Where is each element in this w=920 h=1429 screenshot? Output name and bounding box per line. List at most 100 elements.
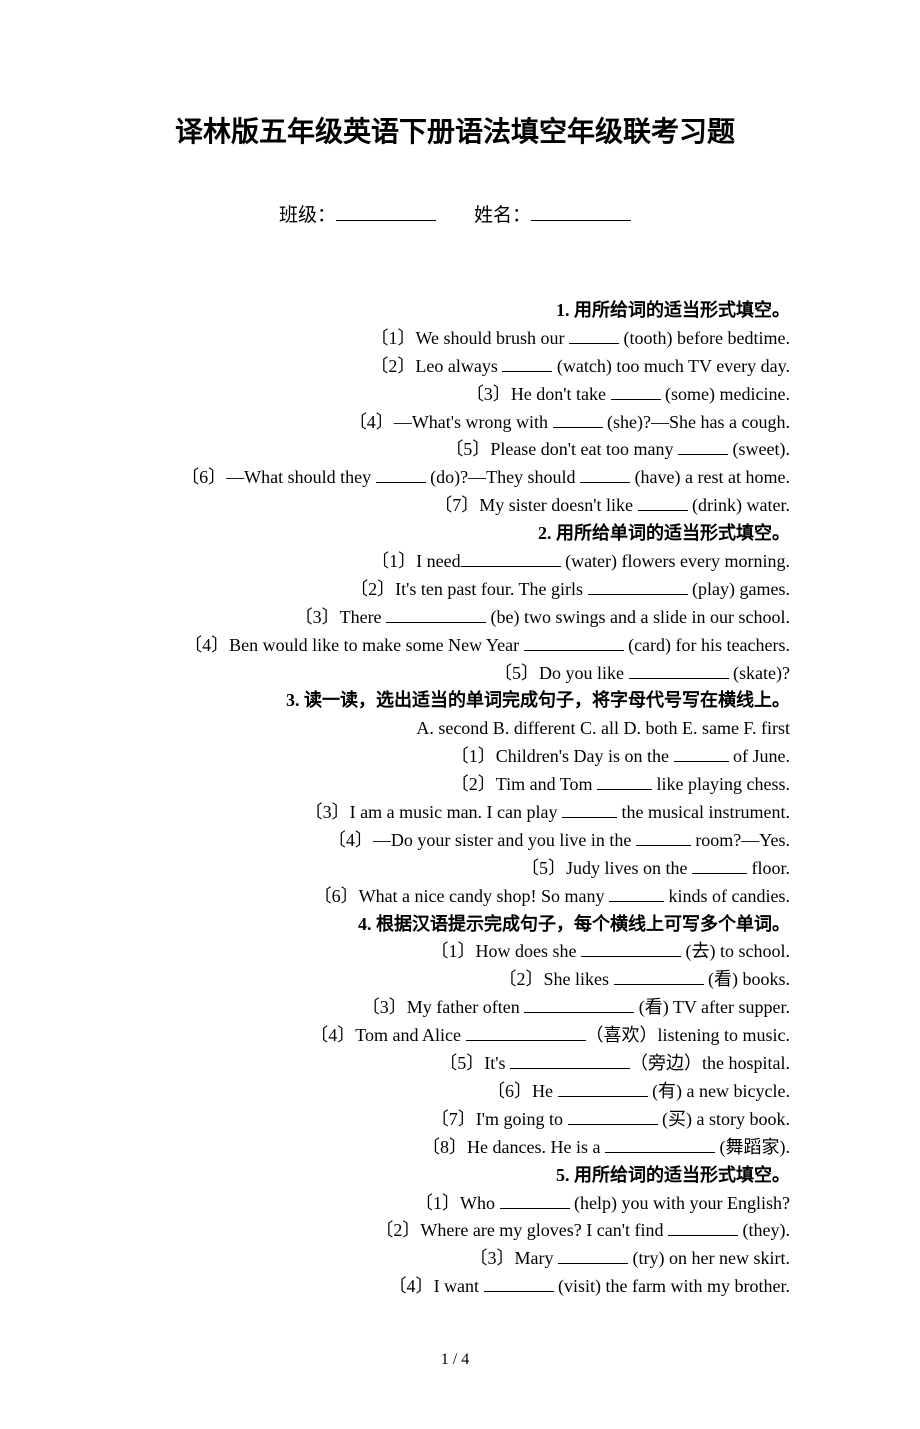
fill-blank: [609, 883, 664, 902]
fill-blank: [569, 325, 619, 344]
item-text-post: （旁边）the hospital.: [630, 1053, 790, 1073]
fill-blank: [524, 632, 624, 651]
item-text-pre: Please don't eat too many: [490, 439, 678, 459]
item-text-post: (she)?—She has a cough.: [603, 412, 790, 432]
exercise-line: 〔2〕Where are my gloves? I can't find (th…: [120, 1217, 790, 1245]
item-text-pre: He don't take: [511, 384, 611, 404]
item-text-pre: My sister doesn't like: [479, 495, 637, 515]
item-text-pre: I need: [416, 551, 460, 571]
item-text-post: room?—Yes.: [691, 830, 790, 850]
fill-blank: [629, 660, 729, 679]
exercise-line: 〔5〕It's （旁边）the hospital.: [120, 1050, 790, 1078]
item-text-pre: My father often: [407, 997, 524, 1017]
item-number: 〔4〕: [328, 830, 373, 850]
fill-blank: [484, 1273, 554, 1292]
item-text-post: (买) a story book.: [658, 1109, 790, 1129]
exercise-line: 〔3〕My father often (看) TV after supper.: [120, 994, 790, 1022]
item-number: 〔2〕: [499, 969, 544, 989]
section-heading: 1. 用所给词的适当形式填空。: [120, 297, 790, 325]
item-text-pre: What a nice candy shop! So many: [359, 886, 609, 906]
fill-blank: [678, 436, 728, 455]
exercise-line: 〔1〕Children's Day is on the of June.: [120, 743, 790, 771]
item-number: 〔1〕: [415, 1193, 460, 1213]
exercise-content: 1. 用所给词的适当形式填空。〔1〕We should brush our (t…: [120, 297, 790, 1301]
item-text-post: (card) for his teachers.: [624, 635, 790, 655]
item-text-mid: (do)?—They should: [426, 467, 580, 487]
item-text-post: (water) flowers every morning.: [561, 551, 790, 571]
fill-blank: [638, 492, 688, 511]
exercise-line: 〔1〕How does she (去) to school.: [120, 938, 790, 966]
item-number: 〔4〕: [389, 1276, 434, 1296]
exercise-line: 〔4〕Ben would like to make some New Year …: [120, 632, 790, 660]
item-text-post: (skate)?: [729, 663, 790, 683]
exercise-line: 〔6〕He (有) a new bicycle.: [120, 1078, 790, 1106]
fill-blank: [636, 827, 691, 846]
item-text-post: (有) a new bicycle.: [648, 1081, 790, 1101]
item-text-pre: She likes: [544, 969, 614, 989]
item-number: 〔6〕: [314, 886, 359, 906]
fill-blank: [605, 1134, 715, 1153]
options-line: A. second B. different C. all D. both E.…: [120, 715, 790, 743]
exercise-line: 〔7〕I'm going to (买) a story book.: [120, 1106, 790, 1134]
item-text-pre: There: [340, 607, 386, 627]
item-text-post: of June.: [729, 746, 791, 766]
item-number: 〔6〕: [487, 1081, 532, 1101]
exercise-line: 〔4〕Tom and Alice （喜欢）listening to music.: [120, 1022, 790, 1050]
item-number: 〔4〕: [349, 412, 394, 432]
item-text-pre: How does she: [476, 941, 582, 961]
item-text-post: the musical instrument.: [617, 802, 790, 822]
item-text-pre: Mary: [515, 1248, 559, 1268]
item-number: 〔4〕: [184, 635, 229, 655]
item-number: 〔3〕: [305, 802, 350, 822]
exercise-line: 〔1〕Who (help) you with your English?: [120, 1190, 790, 1218]
item-number: 〔2〕: [375, 1220, 420, 1240]
item-number: 〔7〕: [434, 495, 479, 515]
item-number: 〔7〕: [431, 1109, 476, 1129]
item-text-post: (sweet).: [728, 439, 790, 459]
section-heading: 4. 根据汉语提示完成句子，每个横线上可写多个单词。: [120, 911, 790, 939]
item-text-pre: —What's wrong with: [394, 412, 553, 432]
item-text-pre: I want: [434, 1276, 484, 1296]
item-text-post: kinds of candies.: [664, 886, 790, 906]
item-text-post: (some) medicine.: [661, 384, 790, 404]
item-number: 〔5〕: [521, 858, 566, 878]
item-number: 〔4〕: [310, 1025, 355, 1045]
section-heading: 3. 读一读，选出适当的单词完成句子，将字母代号写在横线上。: [120, 687, 790, 715]
item-text-post: (try) on her new skirt.: [628, 1248, 790, 1268]
exercise-line: 〔3〕There (be) two swings and a slide in …: [120, 604, 790, 632]
item-text-pre: Leo always: [415, 356, 502, 376]
exercise-line: 〔2〕Tim and Tom like playing chess.: [120, 771, 790, 799]
exercise-line: 〔2〕It's ten past four. The girls (play) …: [120, 576, 790, 604]
exercise-line: 〔3〕He don't take (some) medicine.: [120, 381, 790, 409]
fill-blank: [461, 548, 561, 567]
item-number: 〔5〕: [439, 1053, 484, 1073]
item-text-pre: Who: [460, 1193, 500, 1213]
item-number: 〔3〕: [362, 997, 407, 1017]
item-text-pre: We should brush our: [416, 328, 570, 348]
exercise-line: 〔4〕—Do your sister and you live in the r…: [120, 827, 790, 855]
item-number: 〔1〕: [371, 328, 416, 348]
item-number: 〔3〕: [295, 607, 340, 627]
exercise-line: 〔3〕Mary (try) on her new skirt.: [120, 1245, 790, 1273]
section-heading: 5. 用所给词的适当形式填空。: [120, 1162, 790, 1190]
item-number: 〔6〕: [181, 467, 226, 487]
item-number: 〔2〕: [350, 579, 395, 599]
item-number: 〔1〕: [371, 551, 416, 571]
name-blank: [531, 220, 631, 221]
fill-blank: [580, 464, 630, 483]
fill-blank: [581, 938, 681, 957]
exercise-line: 〔7〕My sister doesn't like (drink) water.: [120, 492, 790, 520]
fill-blank: [614, 966, 704, 985]
fill-blank: [692, 855, 747, 874]
fill-blank: [502, 353, 552, 372]
item-text-post: (play) games.: [688, 579, 790, 599]
item-text-post: (visit) the farm with my brother.: [554, 1276, 790, 1296]
fill-blank: [500, 1190, 570, 1209]
item-number: 〔8〕: [422, 1137, 467, 1157]
item-number: 〔3〕: [470, 1248, 515, 1268]
fill-blank: [524, 994, 634, 1013]
fill-blank: [568, 1106, 658, 1125]
item-text-post: (be) two swings and a slide in our schoo…: [486, 607, 790, 627]
item-text-pre: Do you like: [539, 663, 629, 683]
document-title: 译林版五年级英语下册语法填空年级联考习题: [120, 110, 790, 150]
